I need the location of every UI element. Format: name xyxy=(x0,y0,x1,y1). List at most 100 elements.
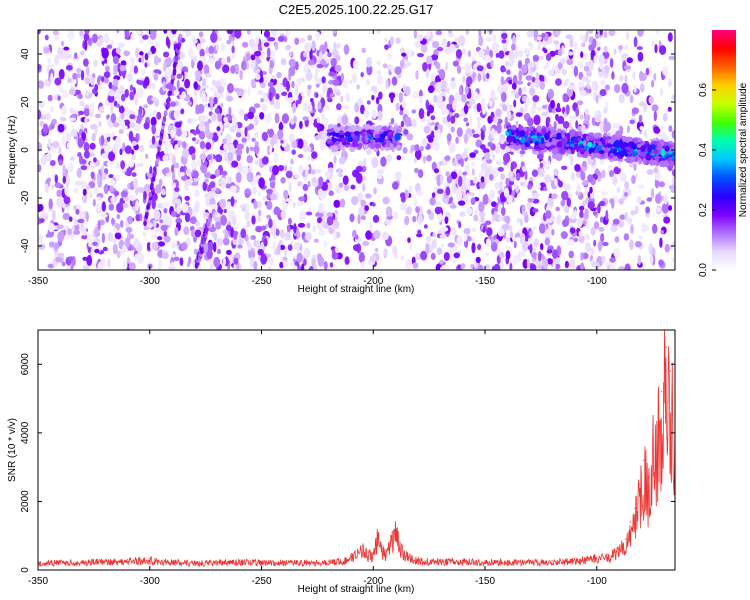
spectrogram-cell xyxy=(337,115,344,125)
spectrogram-cell xyxy=(185,30,191,37)
spectrogram-cell xyxy=(270,226,277,236)
spectrogram-cell xyxy=(136,87,144,99)
spectrogram-cell xyxy=(562,121,570,129)
spectrogram-cell xyxy=(103,36,110,44)
spectrogram-cell xyxy=(324,171,331,178)
spectrogram-cell xyxy=(670,184,675,194)
spectrogram-cell xyxy=(416,190,424,196)
spectrogram-cell xyxy=(216,126,221,132)
spectrogram-cell xyxy=(315,31,321,41)
spectrogram-cell xyxy=(627,217,633,225)
spectrogram-cell xyxy=(426,55,433,65)
spectrogram-cell xyxy=(580,51,584,58)
spectrogram-cell xyxy=(547,69,555,77)
spectrogram-cell xyxy=(613,166,621,175)
spectrogram-cell xyxy=(471,161,476,167)
spectrogram-cell xyxy=(551,229,555,236)
spectrogram-cell xyxy=(458,35,466,47)
spectrogram-cell xyxy=(213,96,218,105)
spectrogram-cell xyxy=(129,233,135,239)
spectrogram-cell xyxy=(58,146,62,157)
spectrogram-cell xyxy=(519,251,526,257)
spectrogram-cell xyxy=(360,199,367,208)
spectrogram-cell xyxy=(288,182,292,193)
signal-cell xyxy=(559,147,566,154)
spectrogram-cell xyxy=(205,142,212,150)
spectrogram-cell xyxy=(150,116,157,127)
spectrogram-cell xyxy=(57,231,65,242)
spectrogram-cell xyxy=(199,48,205,58)
spectrogram-cell xyxy=(77,137,84,149)
spectrogram-cell xyxy=(178,102,182,111)
spectrogram-cell xyxy=(369,254,376,263)
spectrogram-cell xyxy=(506,110,512,120)
spectrogram-cell xyxy=(223,116,229,123)
spectrogram-cell xyxy=(161,168,168,175)
spectrogram-cell xyxy=(360,261,365,270)
spectrogram-cell xyxy=(499,251,505,259)
spectrogram-cell xyxy=(222,229,228,234)
spectrogram-cell xyxy=(157,70,162,75)
spectrogram-cell xyxy=(546,58,550,70)
spectrogram-cell xyxy=(317,217,322,224)
spectrogram-cell xyxy=(337,172,343,178)
spectrogram-cell xyxy=(433,168,440,174)
spectrogram-cell xyxy=(233,257,239,265)
spectrogram-cell xyxy=(653,110,657,122)
spectrogram-cell xyxy=(176,198,182,207)
spectrogram-cell xyxy=(547,160,551,165)
spectrogram-cell xyxy=(380,156,387,167)
spectrogram-cell xyxy=(672,240,675,247)
spectrogram-cell xyxy=(120,249,126,254)
spectrogram-cell xyxy=(233,87,241,92)
spectrogram-cell xyxy=(45,233,50,238)
spectrogram-cell xyxy=(559,58,567,65)
signal-cell xyxy=(347,135,352,142)
signal-cell xyxy=(341,141,348,146)
spectrogram-cell xyxy=(530,225,538,231)
spectrogram-cell xyxy=(553,40,560,45)
spectrogram-cell xyxy=(448,30,453,35)
spectrogram-cell xyxy=(639,101,646,107)
spectrogram-cell xyxy=(515,120,519,126)
spectrogram-cell xyxy=(82,256,88,261)
spectrogram-cell xyxy=(68,88,76,96)
signal-cell xyxy=(622,136,627,142)
spectrogram-cell xyxy=(290,158,294,165)
spectrogram-cell xyxy=(238,108,245,117)
spectrogram-cell xyxy=(162,154,169,162)
spectrogram-cell xyxy=(247,133,251,142)
spectrogram-cell xyxy=(104,132,111,138)
spectrogram-cell xyxy=(491,236,495,242)
spectrogram-cell xyxy=(207,190,214,198)
spectrogram-cell xyxy=(87,37,93,46)
spectrogram-cell xyxy=(362,183,366,192)
spectrogram-cell xyxy=(477,243,482,251)
spectrogram-cell xyxy=(591,117,596,126)
spectrogram-cell xyxy=(266,47,271,58)
spectrogram-cell xyxy=(128,262,136,270)
spectrogram-cell xyxy=(455,91,461,102)
spectrogram-cell xyxy=(216,188,220,193)
spectrogram-cell xyxy=(601,169,606,179)
spectrogram-cell xyxy=(120,220,124,228)
spectrogram-cell xyxy=(318,228,326,237)
spectrogram-cell xyxy=(201,84,209,89)
spectrogram-cell xyxy=(524,170,528,181)
spectrogram-cell xyxy=(107,232,114,242)
spectrogram-cell xyxy=(453,113,460,118)
spectrogram-cell xyxy=(159,219,164,224)
spectrogram-cell xyxy=(274,228,280,236)
spectrogram-cell xyxy=(306,222,311,229)
signal-cell xyxy=(335,140,340,145)
spectrogram-cell xyxy=(67,228,73,236)
spectrogram-cell xyxy=(457,200,466,206)
spectrogram-cell xyxy=(663,194,668,205)
spectrogram-cell xyxy=(543,48,548,54)
spectrogram-cell xyxy=(509,176,516,182)
spectrogram-cell xyxy=(92,33,98,44)
spectrogram-cell xyxy=(544,174,552,183)
spectrogram-cell xyxy=(205,46,209,55)
spectrogram-cell xyxy=(290,240,294,246)
spectrogram-cell xyxy=(536,153,544,160)
